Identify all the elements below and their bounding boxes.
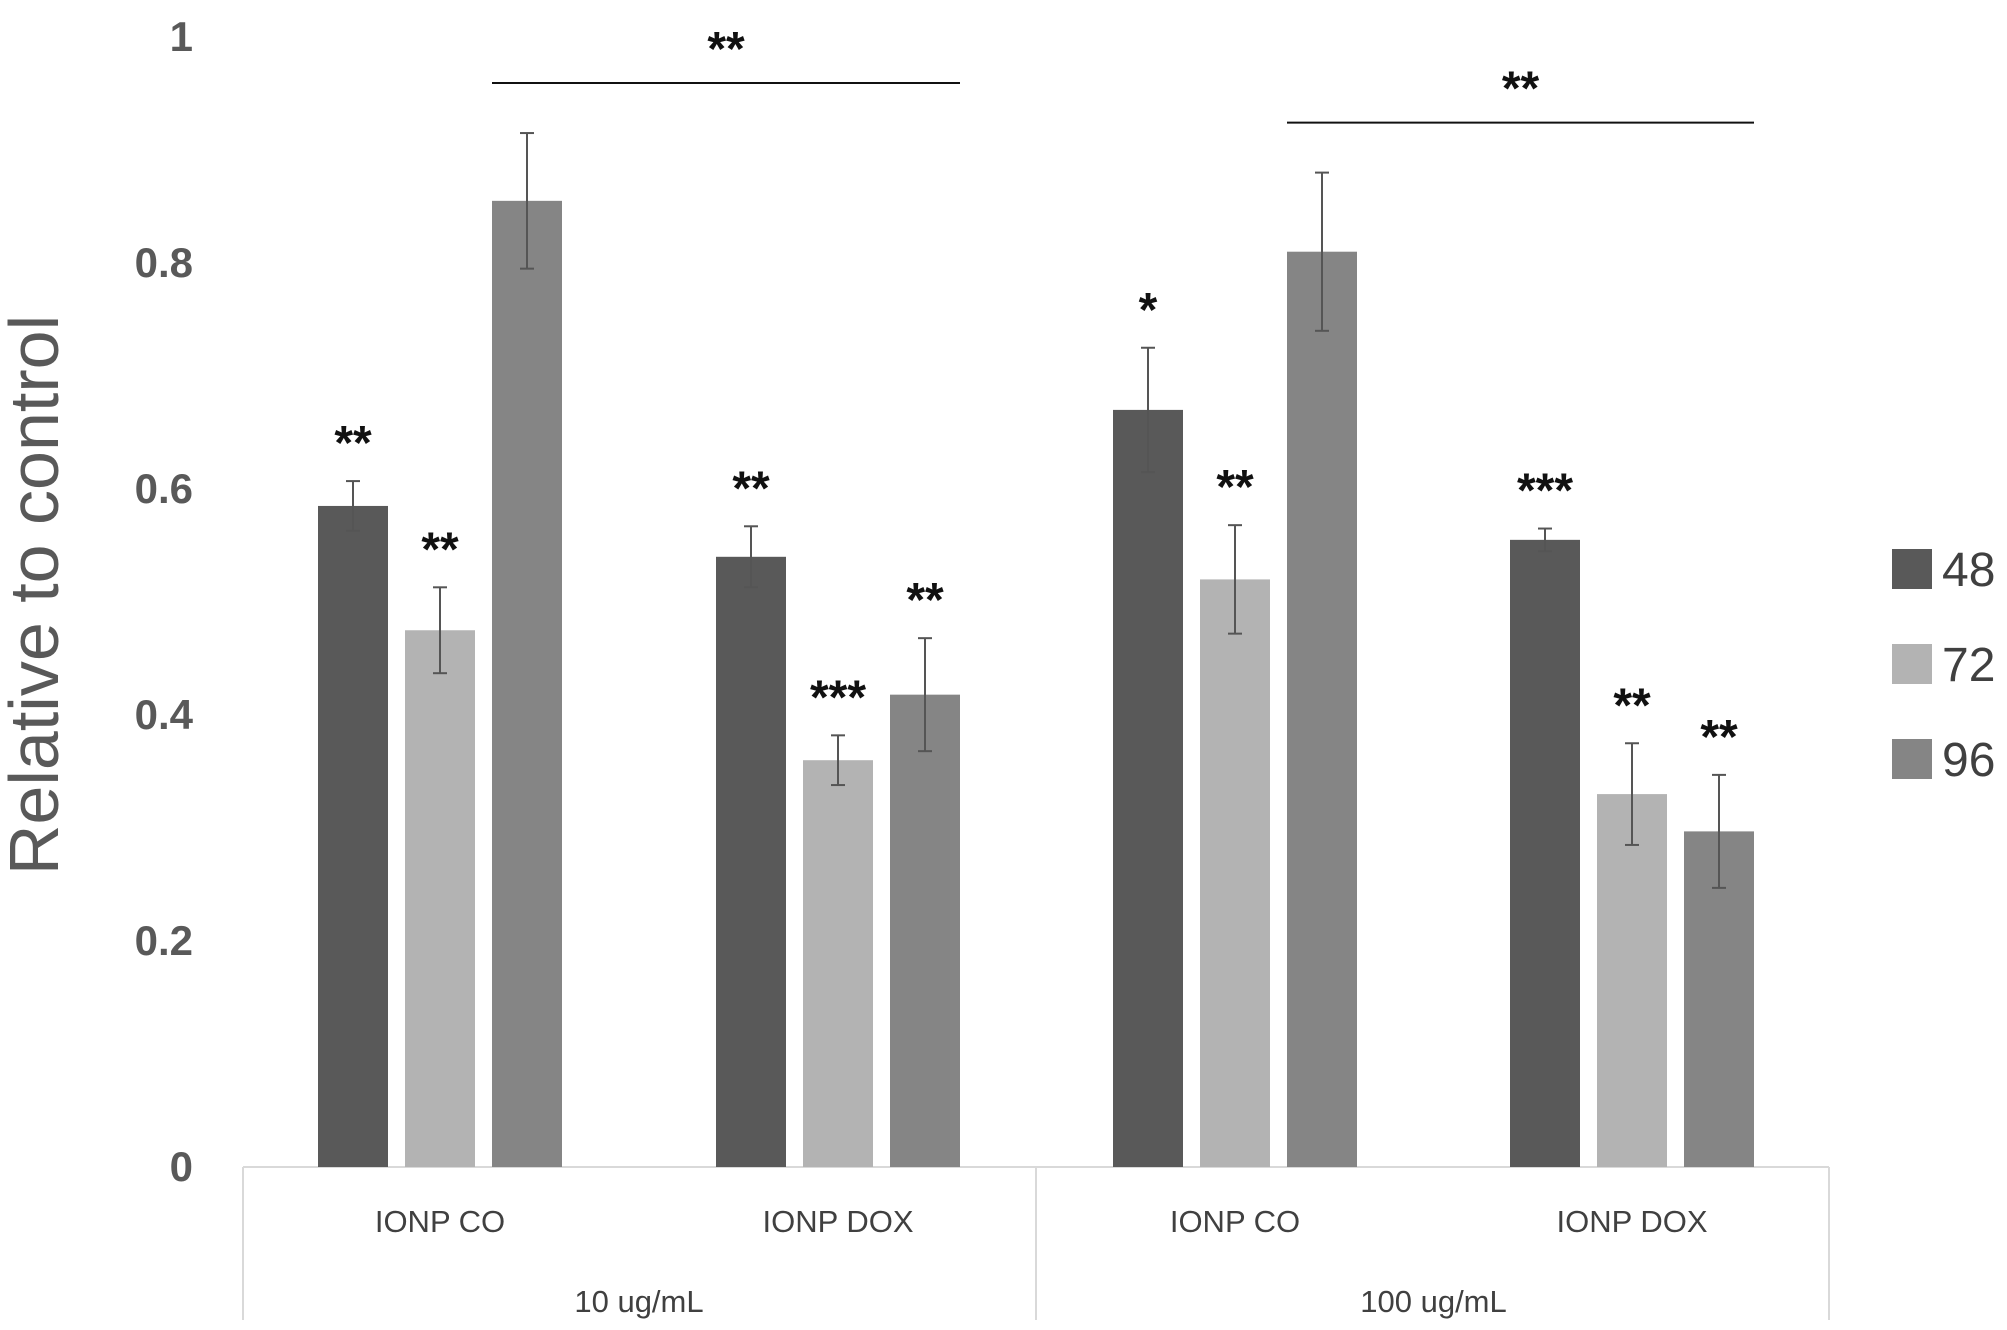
- category-label: IONP CO: [375, 1204, 505, 1239]
- significance-mark: **: [732, 462, 770, 515]
- bar-96-2: [1287, 251, 1357, 1167]
- significance-mark: **: [1216, 461, 1254, 514]
- bar-72-0: [405, 630, 475, 1167]
- y-tick-label: 1: [170, 13, 193, 60]
- y-tick-label: 0.8: [135, 239, 193, 286]
- category-label: IONP CO: [1170, 1204, 1300, 1239]
- y-tick-label: 0.6: [135, 465, 193, 512]
- legend-swatch-72: [1892, 644, 1932, 684]
- bar-72-1: [803, 760, 873, 1167]
- bar-72-2: [1200, 579, 1270, 1167]
- category-label: IONP DOX: [1556, 1204, 1707, 1239]
- legend-label: 48: [1942, 544, 1995, 597]
- x-axis-frame: [242, 1166, 1830, 1320]
- category-labels: IONP CO IONP DOX IONP CO IONP DOX 10 ug/mL 10…: [375, 1204, 1708, 1319]
- significance-mark: ***: [1517, 465, 1573, 518]
- significance-mark: **: [1613, 679, 1651, 732]
- significance-mark: **: [334, 417, 372, 470]
- y-axis: 0 0.2 0.4 0.6 0.8 1: [135, 13, 194, 1190]
- y-axis-label: Relative to control: [0, 315, 73, 875]
- significance-mark: **: [1700, 711, 1738, 764]
- bar-96-1: [890, 694, 960, 1167]
- y-tick-label: 0: [170, 1143, 193, 1190]
- bars: *********************: [318, 132, 1754, 1168]
- group-label: 100 ug/mL: [1360, 1284, 1507, 1319]
- significance-mark: **: [421, 523, 459, 576]
- y-tick-label: 0.4: [135, 691, 194, 738]
- group-label: 10 ug/mL: [574, 1284, 703, 1319]
- bar-48-2: [1113, 409, 1183, 1167]
- bracket-significance: **: [1502, 63, 1540, 116]
- bracket-significance: **: [707, 23, 745, 76]
- significance-mark: ***: [810, 671, 866, 724]
- legend-label: 72: [1942, 639, 1995, 692]
- legend-swatch-96: [1892, 739, 1932, 779]
- legend: 48 72 96: [1892, 544, 1995, 787]
- legend-label: 96: [1942, 734, 1995, 787]
- significance-brackets: ** **: [492, 23, 1754, 124]
- bar-72-3: [1597, 794, 1667, 1167]
- category-label: IONP DOX: [762, 1204, 913, 1239]
- y-tick-label: 0.2: [135, 917, 193, 964]
- legend-swatch-48: [1892, 549, 1932, 589]
- bar-48-1: [716, 556, 786, 1167]
- bar-48-3: [1510, 539, 1580, 1167]
- bar-48-0: [318, 505, 388, 1167]
- bar-96-0: [492, 200, 562, 1168]
- significance-mark: **: [906, 574, 944, 627]
- significance-mark: *: [1139, 284, 1158, 337]
